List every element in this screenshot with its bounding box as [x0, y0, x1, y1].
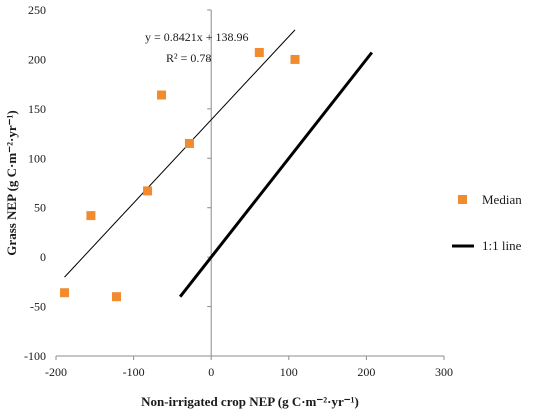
x-axis-title: Non-irrigated crop NEP (g C·m⁻²·yr⁻¹): [141, 394, 359, 409]
legend-label-median: Median: [482, 192, 522, 207]
y-tick-label: 200: [28, 52, 46, 66]
data-point-median: [86, 211, 96, 221]
x-tick-label: -100: [123, 365, 145, 379]
data-point-median: [112, 292, 122, 302]
trendline: [64, 29, 296, 278]
data-point-median: [60, 288, 70, 298]
x-tick-label: 100: [280, 365, 298, 379]
data-points: [60, 48, 300, 302]
y-tick-label: 150: [28, 102, 46, 116]
x-tick-label: 0: [208, 365, 214, 379]
chart-lines: [64, 29, 374, 298]
data-point-median: [157, 90, 167, 100]
tick-labels: -100 -50 0 50 100 150 200 250 -200 -100 0 100 200 300: [24, 3, 453, 379]
data-point-median: [254, 48, 264, 58]
x-tick-label: 200: [357, 365, 375, 379]
y-tick-label: 100: [28, 151, 46, 165]
y-tick-label: -100: [24, 349, 46, 363]
x-tick-label: -200: [45, 365, 67, 379]
trendline-r2: R² = 0.78: [166, 51, 211, 65]
data-point-median: [290, 54, 300, 64]
x-tick-label: 300: [435, 365, 453, 379]
y-tick-label: -50: [30, 300, 46, 314]
trendline-equation: y = 0.8421x + 138.96: [145, 30, 249, 44]
data-point-median: [143, 186, 153, 196]
legend-label-1-1-line: 1:1 line: [482, 238, 522, 253]
legend-marker-median: [458, 195, 467, 204]
y-axis-title: Grass NEP (g C·m⁻²·yr⁻¹): [4, 110, 19, 255]
y-tick-label: 0: [40, 250, 46, 264]
axes: [55, 9, 445, 360]
legend: Median 1:1 line: [452, 192, 522, 253]
data-point-median: [184, 138, 194, 148]
one-to-one-line: [178, 51, 374, 298]
y-tick-label: 250: [28, 3, 46, 17]
y-tick-label: 50: [34, 201, 46, 215]
